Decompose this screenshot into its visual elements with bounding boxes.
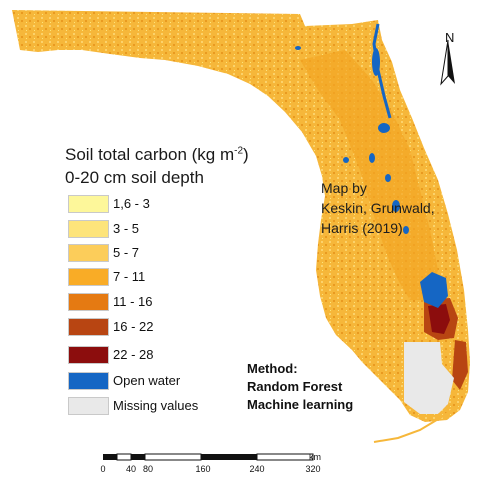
legend-label: 7 - 11 xyxy=(113,269,146,284)
method-note: Method: Random Forest Machine learning xyxy=(247,360,353,414)
legend-label: 5 - 7 xyxy=(113,245,140,260)
legend-label: 3 - 5 xyxy=(113,221,140,236)
north-arrow-icon xyxy=(440,39,455,86)
scale-tick: 160 xyxy=(195,464,211,474)
credit-line: Harris (2019) xyxy=(321,220,403,236)
legend-swatch xyxy=(68,293,109,311)
map-credit: Map by Keskin, Grunwald, Harris (2019) xyxy=(321,178,435,238)
scale-bar xyxy=(103,453,314,461)
legend-title-line2: 0-20 cm soil depth xyxy=(65,168,204,187)
legend-swatch xyxy=(68,397,109,415)
scale-tick: 40 xyxy=(125,464,137,474)
credit-line: Keskin, Grunwald, xyxy=(321,200,435,216)
legend-swatch xyxy=(68,346,109,364)
credit-line: Map by xyxy=(321,180,367,196)
scale-tick: 240 xyxy=(249,464,265,474)
legend-swatch xyxy=(68,318,109,336)
carbon-zone-7-11 xyxy=(300,50,438,300)
north-label: N xyxy=(445,30,455,45)
legend-swatch xyxy=(68,220,109,238)
legend-label: 16 - 22 xyxy=(113,319,154,334)
scale-unit: km xyxy=(309,452,321,462)
legend-swatch xyxy=(68,268,109,286)
legend-swatch xyxy=(68,244,109,262)
carbon-zone-22-28 xyxy=(428,304,450,334)
legend-label: 1,6 - 3 xyxy=(113,196,150,211)
scale-tick: 320 xyxy=(305,464,321,474)
florida-keys xyxy=(373,409,453,443)
legend-label: 11 - 16 xyxy=(113,294,153,309)
method-line: Machine learning xyxy=(247,397,354,412)
carbon-zone-11-16 xyxy=(452,340,468,390)
legend-label: 22 - 28 xyxy=(113,347,154,362)
legend-label: Missing values xyxy=(113,398,199,413)
method-line: Method: xyxy=(247,361,298,376)
legend-label: Open water xyxy=(113,373,181,388)
legend-swatch xyxy=(68,372,109,390)
legend-title-line1: Soil total carbon (kg m-2) xyxy=(65,145,249,164)
method-line: Random Forest xyxy=(247,379,343,394)
legend-swatch xyxy=(68,195,109,213)
lake-okeechobee xyxy=(420,272,448,308)
st-johns-river xyxy=(372,23,392,119)
missing-values-area xyxy=(404,342,454,414)
scale-tick: 80 xyxy=(142,464,154,474)
scale-tick: 0 xyxy=(100,464,106,474)
